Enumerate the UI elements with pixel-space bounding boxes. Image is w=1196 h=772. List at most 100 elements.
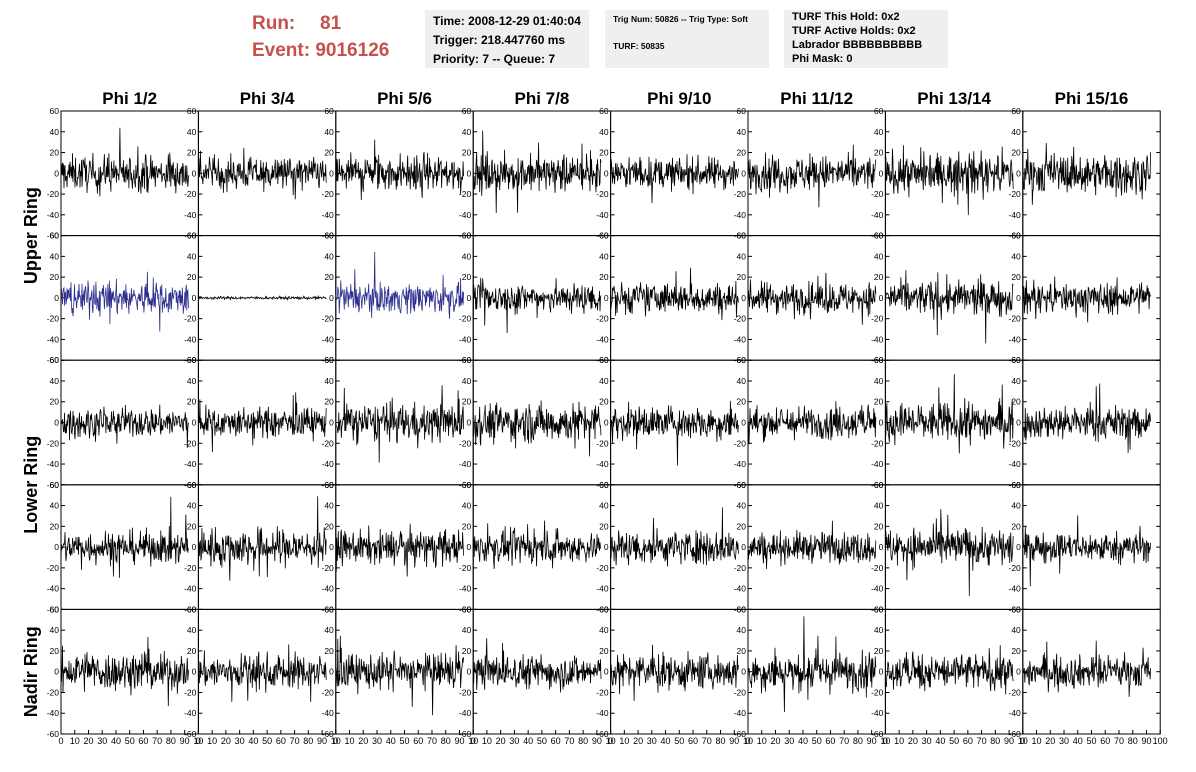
y-tick-label: -20 [459,189,472,199]
x-tick-label: 10 [1032,736,1042,746]
y-tick-label: -40 [459,334,472,344]
y-tick-label: 40 [187,501,197,511]
y-tick-label: -20 [734,687,747,697]
y-tick-label: 40 [50,625,60,635]
x-tick-label: 40 [798,736,808,746]
y-tick-label: 40 [187,625,197,635]
y-tick-label: 0 [879,168,884,178]
y-tick-label: 60 [1011,480,1021,490]
y-tick-label: 40 [874,501,884,511]
waveform-trace [335,385,464,463]
y-tick-label: -40 [1009,334,1022,344]
x-tick-label: 40 [523,736,533,746]
x-tick-label: 10 [70,736,80,746]
y-tick-label: -40 [1009,708,1022,718]
y-tick-label: 60 [462,106,472,116]
y-tick-label: 60 [874,231,884,241]
waveform-trace [335,251,464,319]
y-tick-label: 40 [599,625,609,635]
y-tick-label: 0 [879,667,884,677]
y-tick-label: 60 [462,604,472,614]
y-tick-label: 0 [54,168,59,178]
y-tick-label: 20 [462,272,472,282]
x-tick-label: 90 [454,736,464,746]
y-tick-label: 40 [737,625,747,635]
y-tick-label: 40 [737,376,747,386]
x-tick-label: 50 [125,736,135,746]
column-header: Phi 1/2 [102,89,157,108]
waveform-trace [1022,640,1151,697]
y-tick-label: 20 [599,148,609,158]
x-tick-label: 80 [716,736,726,746]
x-tick-label: 80 [853,736,863,746]
labrador-text: Labrador BBBBBBBBBB [792,39,923,51]
y-tick-label: -40 [871,708,884,718]
x-tick-label: 20 [908,736,918,746]
y-tick-label: 20 [187,148,197,158]
run-row: Run: 81 [252,10,389,37]
waveform-trace [198,294,327,302]
y-tick-label: 40 [462,625,472,635]
y-tick-label: 20 [737,148,747,158]
y-tick-label: -40 [734,210,747,220]
waveform-trace [198,644,327,703]
y-tick-label: 40 [324,127,334,137]
y-tick-label: -60 [459,729,472,739]
y-tick-label: 0 [1016,667,1021,677]
y-tick-label: -20 [734,314,747,324]
y-tick-label: -40 [47,584,60,594]
column-header: Phi 11/12 [780,89,853,108]
x-tick-label: 0 [883,736,888,746]
y-tick-label: 60 [187,231,197,241]
x-tick-label: 20 [1045,736,1055,746]
y-tick-label: 20 [1011,397,1021,407]
y-tick-label: -20 [734,563,747,573]
y-tick-label: 20 [874,646,884,656]
y-tick-label: -20 [734,189,747,199]
y-tick-label: 20 [874,272,884,282]
y-tick-label: 60 [874,355,884,365]
y-tick-label: 20 [324,397,334,407]
y-tick-label: -20 [1009,563,1022,573]
y-tick-label: 40 [737,251,747,261]
waveform-trace [885,509,1014,596]
run-value: 81 [320,13,342,34]
y-tick-label: 40 [1011,501,1021,511]
y-tick-label: 0 [604,168,609,178]
y-tick-label: 40 [187,376,197,386]
y-tick-label: 20 [874,397,884,407]
column-header: Phi 9/10 [647,89,711,108]
y-tick-label: -20 [871,563,884,573]
waveform-trace [60,404,190,448]
y-tick-label: -40 [322,584,335,594]
y-tick-label: 60 [324,604,334,614]
y-tick-label: 20 [50,646,60,656]
y-tick-label: 0 [192,293,197,303]
y-tick-label: 60 [462,480,472,490]
y-tick-label: -60 [47,480,60,490]
x-tick-label: 80 [578,736,588,746]
x-tick-label: 70 [1114,736,1124,746]
y-tick-label: -20 [871,438,884,448]
y-tick-label: -20 [322,687,335,697]
x-tick-label: 70 [427,736,437,746]
y-tick-label: 20 [599,272,609,282]
column-header: Phi 5/6 [377,89,432,108]
waveform-trace [198,496,327,581]
y-tick-label: 0 [192,418,197,428]
x-tick-label: 0 [745,736,750,746]
y-tick-label: -20 [734,438,747,448]
y-tick-label: -60 [734,729,747,739]
x-tick-label: 30 [372,736,382,746]
turf-info-box: TURF This Hold: 0x2 TURF Active Holds: 0… [784,10,948,68]
waveform-trace [472,638,602,693]
y-tick-label: -60 [47,231,60,241]
waveform-trace [610,507,739,567]
y-tick-label: 20 [187,646,197,656]
waveform-trace [335,523,464,577]
y-tick-label: 0 [329,418,334,428]
y-tick-label: -40 [734,334,747,344]
y-tick-label: -20 [459,314,472,324]
time-text: Time: 2008-12-29 01:40:04 [433,14,581,28]
